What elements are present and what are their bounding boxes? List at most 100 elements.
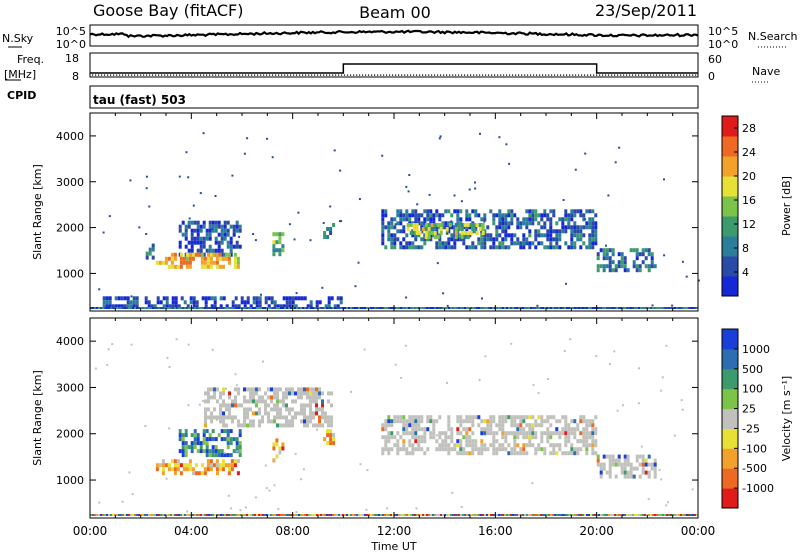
data-cell	[111, 343, 114, 346]
data-cell	[246, 307, 248, 309]
data-cell	[501, 415, 505, 420]
colorbar-tick-label: -1000	[742, 482, 774, 495]
data-cell	[267, 419, 270, 424]
data-cell	[171, 304, 175, 309]
data-cell	[638, 307, 640, 309]
data-cell	[554, 514, 556, 516]
data-cell	[686, 514, 688, 516]
data-cell	[624, 514, 626, 516]
data-cell	[205, 248, 209, 253]
data-cell	[688, 514, 690, 516]
nave-dot	[593, 74, 595, 76]
data-cell	[199, 441, 203, 446]
data-cell	[339, 169, 342, 172]
data-cell	[465, 415, 469, 420]
data-cell	[549, 237, 553, 242]
data-cell	[411, 435, 415, 440]
data-cell	[168, 366, 171, 368]
data-cell	[258, 304, 262, 309]
data-cell	[435, 213, 439, 218]
data-cell	[504, 447, 508, 452]
data-cell	[647, 252, 651, 257]
data-cell	[234, 514, 236, 516]
data-cell	[501, 423, 505, 428]
data-cell	[682, 514, 684, 516]
data-cell	[267, 296, 271, 301]
data-cell	[480, 514, 482, 516]
data-cell	[522, 217, 526, 222]
data-cell	[450, 213, 454, 218]
data-cell	[414, 423, 418, 428]
data-cell	[203, 471, 207, 476]
data-cell	[444, 447, 448, 452]
data-cell	[254, 307, 256, 309]
data-cell	[300, 411, 303, 416]
data-cell	[285, 296, 289, 301]
nave-dot	[677, 74, 679, 76]
data-cell	[354, 514, 356, 516]
data-cell	[322, 307, 324, 309]
data-cell	[208, 248, 212, 253]
data-cell	[447, 427, 451, 432]
data-cell	[584, 514, 586, 516]
data-cell	[456, 307, 458, 309]
data-cell	[226, 240, 230, 245]
nave-dot	[116, 74, 118, 76]
data-cell	[588, 225, 592, 230]
data-cell	[181, 449, 185, 454]
data-cell	[232, 514, 234, 516]
data-cell	[534, 237, 538, 242]
data-cell	[561, 431, 565, 436]
data-cell	[599, 462, 603, 467]
data-cell	[519, 415, 523, 420]
nave-dot	[398, 74, 400, 76]
data-cell	[405, 423, 409, 428]
data-cell	[604, 307, 606, 309]
data-cell	[184, 445, 188, 450]
data-cell	[246, 411, 249, 416]
data-cell	[540, 213, 544, 218]
data-cell	[155, 463, 159, 468]
nave-dot	[419, 74, 421, 76]
data-cell	[255, 399, 258, 404]
data-cell	[477, 415, 481, 420]
nave-dot	[206, 74, 208, 76]
data-cell	[231, 300, 235, 305]
data-cell	[612, 514, 614, 516]
data-cell	[318, 423, 321, 428]
data-cell	[546, 233, 550, 238]
data-cell	[272, 252, 276, 257]
data-cell	[384, 307, 386, 309]
data-cell	[576, 307, 578, 309]
data-cell	[330, 423, 333, 428]
cpid-label: CPID	[7, 89, 36, 102]
data-cell	[440, 514, 442, 516]
data-cell	[212, 463, 216, 468]
data-cell	[592, 514, 594, 516]
data-cell	[258, 407, 261, 412]
data-cell	[393, 245, 397, 250]
data-cell	[518, 514, 520, 516]
data-cell	[474, 439, 478, 444]
nave-dot	[173, 74, 175, 76]
data-cell	[654, 514, 656, 516]
data-cell	[614, 514, 616, 516]
data-cell	[408, 419, 412, 424]
data-cell	[384, 419, 388, 424]
data-cell	[275, 442, 279, 447]
data-cell	[196, 514, 198, 516]
data-cell	[629, 474, 633, 479]
data-cell	[576, 229, 580, 234]
data-cell	[423, 439, 427, 444]
data-cell	[507, 415, 511, 420]
data-cell	[435, 225, 439, 230]
data-cell	[471, 431, 475, 436]
data-cell	[235, 384, 238, 387]
noise-left-tick-bottom: 10^0	[56, 38, 86, 51]
data-cell	[570, 229, 574, 234]
data-cell	[275, 248, 279, 253]
data-cell	[390, 307, 392, 309]
data-cell	[303, 423, 306, 428]
nave-dot	[374, 74, 376, 76]
data-cell	[308, 514, 310, 516]
